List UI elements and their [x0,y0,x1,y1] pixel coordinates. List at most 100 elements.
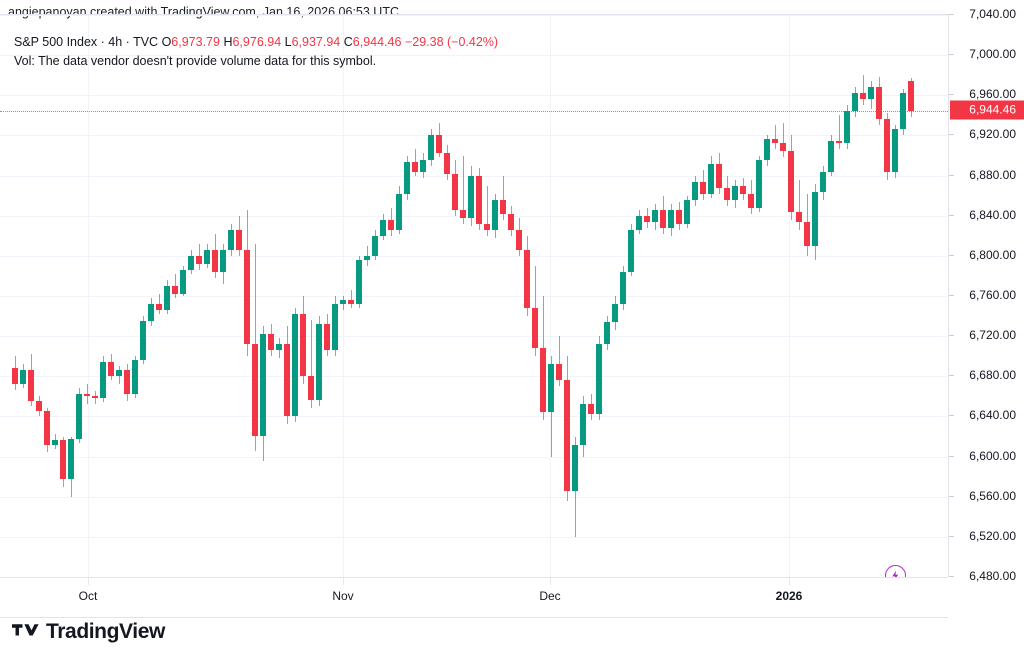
candle-body-up [572,444,578,491]
vertical-gridline [550,15,551,577]
candle-body-down [252,344,258,437]
candle-body-down [860,93,866,100]
candle-body-up [708,163,714,194]
legend-low-label: L [284,35,292,49]
candle-wick [463,155,464,224]
price-axis-label: 6,560.00 [969,488,1016,503]
candle-body-up [188,255,194,270]
price-axis-tick [949,535,954,537]
price-axis-label: 6,760.00 [969,288,1016,302]
chart-legend: S&P 500 Index · 4h · TVC O6,973.79 H6,97… [14,33,498,71]
candle-body-up [164,285,170,311]
candle-body-down [564,380,570,491]
candle-wick [799,179,800,230]
candle-wick [311,320,312,409]
candle-body-up [116,370,122,377]
price-axis-label: 7,040.00 [969,7,1016,21]
candle-body-down [508,213,514,230]
tradingview-logo-text: TradingView [46,620,165,643]
horizontal-gridline [0,95,948,97]
candle-body-down [724,187,730,200]
candle-body-up [276,344,282,351]
time-axis-tick [550,577,551,585]
price-axis-tick [949,134,954,136]
candle-body-down [676,209,682,224]
candle-wick [839,115,840,150]
candle-body-down [716,163,722,188]
candle-body-down [740,185,746,194]
candle-body-down [92,396,98,399]
candle-body-up [580,404,586,445]
horizontal-gridline [0,175,948,177]
candle-body-up [892,129,898,172]
candle-body-up [428,135,434,160]
horizontal-gridline [0,376,948,378]
candle-body-up [684,199,690,224]
price-axis-label: 6,480.00 [969,569,1016,583]
candle-body-down [412,161,418,172]
price-axis-label: 6,840.00 [969,207,1016,222]
time-axis-label: Nov [332,589,354,603]
candle-body-up [292,314,298,417]
candle-body-down [196,255,202,264]
candle-body-down [796,211,802,222]
current-price-line [0,110,948,112]
price-axis-label: 6,960.00 [969,87,1016,102]
price-axis-label: 6,800.00 [969,247,1016,262]
price-axis-tick [949,295,954,296]
legend-interval[interactable]: 4h [108,35,123,49]
candle-body-down [308,376,314,401]
horizontal-gridline [0,55,948,57]
candle-wick [175,273,176,298]
vertical-gridline [789,15,790,577]
candle-body-up [820,171,826,192]
candle-body-up [628,229,634,272]
lightning-bolt-icon[interactable] [885,565,906,577]
candle-wick [503,175,504,220]
price-axis-label: 6,520.00 [969,528,1016,543]
candle-body-up [420,159,426,172]
candle-body-down [460,209,466,218]
candle-body-down [108,362,114,377]
legend-high-label: H [223,35,233,49]
candle-body-up [732,185,738,200]
legend-high-value: 6,976.94 [232,35,282,49]
candle-body-up [620,271,626,305]
price-axis-tick [949,94,954,96]
candle-body-down [588,404,594,415]
candle-body-up [612,304,618,323]
candle-body-down [172,285,178,294]
legend-symbol[interactable]: S&P 500 Index [14,35,98,49]
current-price-badge[interactable]: 6,944.46 [950,100,1024,120]
chart-plot-area[interactable]: S&P 500 Index · 4h · TVC O6,973.79 H6,97… [0,14,948,578]
legend-close-label: C [343,35,353,49]
price-axis[interactable]: 6,480.00 6,520.00 6,560.00 6,600.00 6,640.00… [948,7,1024,583]
candle-body-up [844,111,850,144]
candle-body-down [524,249,530,309]
price-axis-tick [949,576,954,577]
time-axis-label: 2026 [775,589,803,603]
price-axis-label: 6,680.00 [969,368,1016,383]
candle-body-up [220,249,226,272]
vertical-gridline [88,15,89,577]
candle-body-up [828,141,834,172]
horizontal-gridline [0,496,948,498]
candle-body-up [364,255,370,260]
tradingview-logo-icon [12,623,39,635]
price-axis-tick [949,254,954,256]
candle-body-up [100,362,106,399]
candle-body-down [84,394,90,397]
candle-body-down [268,334,274,351]
time-axis[interactable]: Oct Nov Dec 2026 [0,577,948,618]
candle-body-down [388,219,394,230]
candle-body-up [548,364,554,413]
candle-body-up [692,181,698,200]
candle-body-up [636,215,642,230]
candle-body-up [396,193,402,230]
price-axis-label: 6,600.00 [969,448,1016,463]
candle-body-up [260,334,266,437]
price-axis-tick [949,495,954,497]
price-axis-tick [949,174,954,176]
candle-body-up [604,322,610,345]
price-axis-tick [949,415,954,417]
